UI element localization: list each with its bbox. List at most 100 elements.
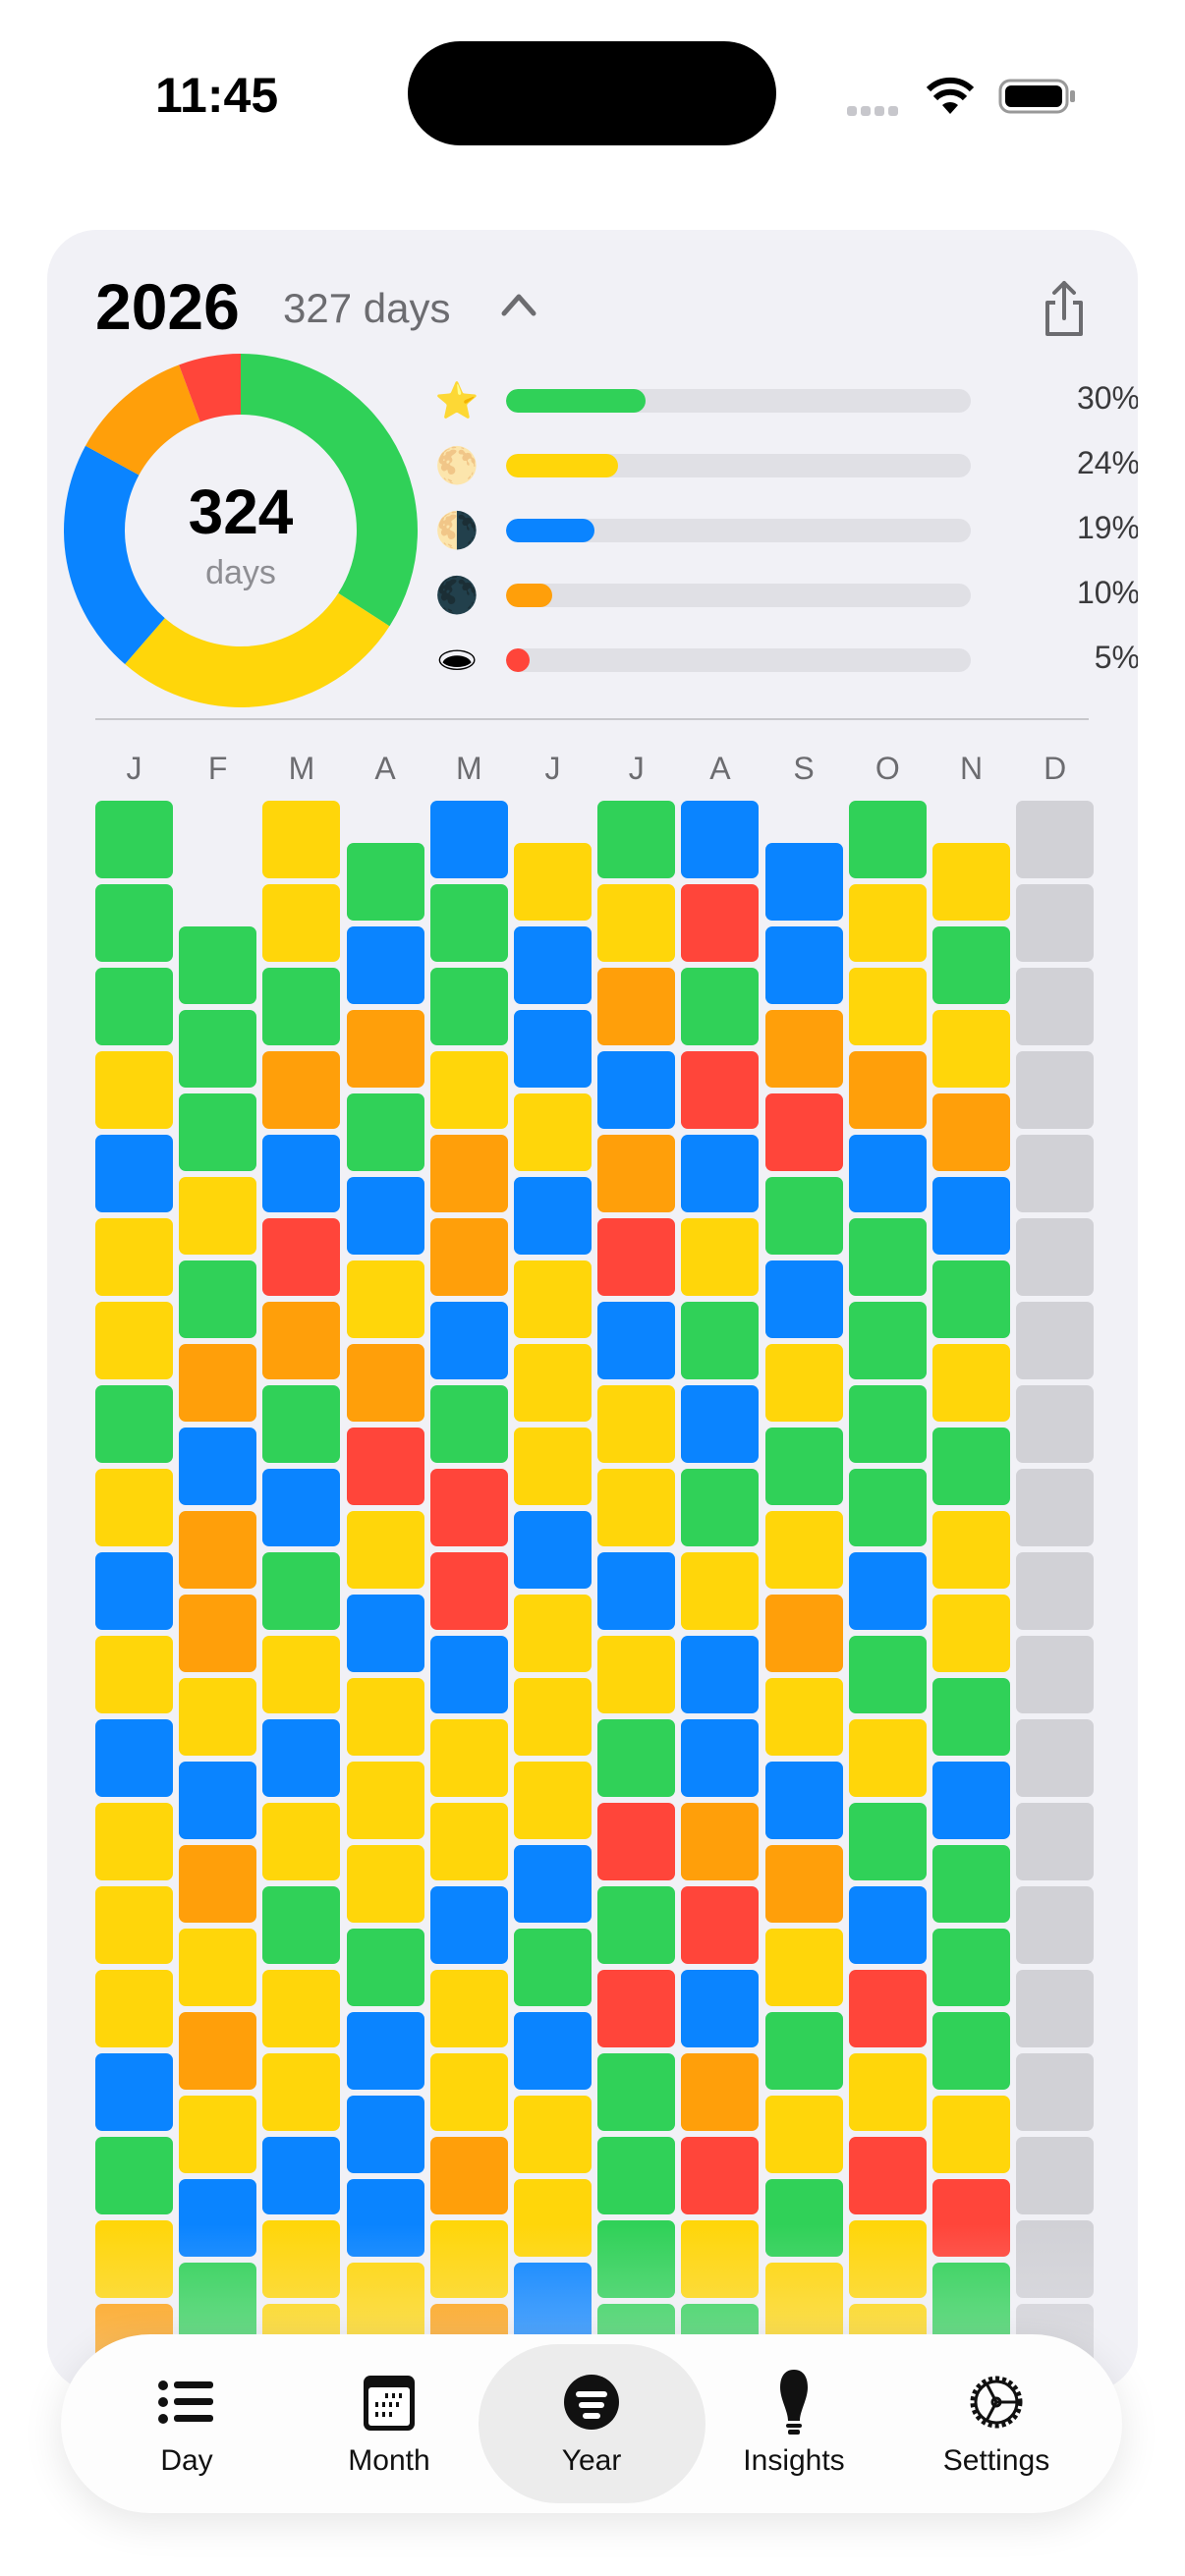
day-cell[interactable] xyxy=(179,1761,257,1839)
day-cell[interactable] xyxy=(429,1385,508,1463)
day-cell[interactable] xyxy=(597,1803,676,1880)
day-cell[interactable] xyxy=(95,2053,173,2131)
day-cell[interactable] xyxy=(1016,2053,1095,2131)
day-cell[interactable] xyxy=(597,1135,676,1212)
day-cell[interactable] xyxy=(262,1218,341,1296)
chevron-up-icon[interactable] xyxy=(499,289,538,318)
day-cell[interactable] xyxy=(597,2220,676,2298)
day-cell[interactable] xyxy=(429,968,508,1045)
day-cell[interactable] xyxy=(95,1719,173,1797)
day-cell[interactable] xyxy=(262,968,341,1045)
day-cell[interactable] xyxy=(1016,1886,1095,1964)
day-cell[interactable] xyxy=(932,1510,1010,1589)
day-cell[interactable] xyxy=(932,1928,1010,2006)
day-cell[interactable] xyxy=(764,1928,843,2006)
day-cell[interactable] xyxy=(346,1677,424,1756)
day-cell[interactable] xyxy=(764,1844,843,1923)
day-cell[interactable] xyxy=(262,1135,341,1212)
day-cell[interactable] xyxy=(932,842,1010,921)
day-cell[interactable] xyxy=(262,2220,341,2298)
day-cell[interactable] xyxy=(95,1970,173,2047)
day-cell[interactable] xyxy=(179,1844,257,1923)
day-cell[interactable] xyxy=(514,1761,592,1839)
day-cell[interactable] xyxy=(179,1510,257,1589)
day-cell[interactable] xyxy=(346,1009,424,1088)
day-cell[interactable] xyxy=(1016,1218,1095,1296)
day-cell[interactable] xyxy=(346,1844,424,1923)
day-cell[interactable] xyxy=(848,1636,927,1713)
day-cell[interactable] xyxy=(514,1594,592,1672)
day-cell[interactable] xyxy=(848,2053,927,2131)
day-cell[interactable] xyxy=(681,1051,760,1129)
day-cell[interactable] xyxy=(179,1176,257,1255)
day-cell[interactable] xyxy=(764,842,843,921)
day-cell[interactable] xyxy=(179,1928,257,2006)
day-cell[interactable] xyxy=(514,1092,592,1171)
day-cell[interactable] xyxy=(429,1803,508,1880)
day-cell[interactable] xyxy=(346,1343,424,1422)
day-cell[interactable] xyxy=(429,801,508,878)
day-cell[interactable] xyxy=(764,1092,843,1171)
day-cell[interactable] xyxy=(429,1051,508,1129)
day-cell[interactable] xyxy=(848,2220,927,2298)
day-cell[interactable] xyxy=(1016,2220,1095,2298)
day-cell[interactable] xyxy=(764,2095,843,2173)
day-cell[interactable] xyxy=(681,1719,760,1797)
day-cell[interactable] xyxy=(1016,801,1095,878)
day-cell[interactable] xyxy=(932,2095,1010,2173)
day-cell[interactable] xyxy=(429,1469,508,1546)
tab-insights[interactable]: Insights xyxy=(693,2334,895,2513)
day-cell[interactable] xyxy=(346,1928,424,2006)
day-cell[interactable] xyxy=(346,842,424,921)
day-cell[interactable] xyxy=(95,1803,173,1880)
day-cell[interactable] xyxy=(597,801,676,878)
day-cell[interactable] xyxy=(932,1343,1010,1422)
day-cell[interactable] xyxy=(514,2011,592,2090)
day-cell[interactable] xyxy=(848,1135,927,1212)
day-cell[interactable] xyxy=(262,1552,341,1630)
day-cell[interactable] xyxy=(932,1260,1010,1338)
day-cell[interactable] xyxy=(681,1218,760,1296)
tab-month[interactable]: Month xyxy=(288,2334,490,2513)
day-cell[interactable] xyxy=(179,1594,257,1672)
day-cell[interactable] xyxy=(1016,1135,1095,1212)
day-cell[interactable] xyxy=(179,1427,257,1505)
day-cell[interactable] xyxy=(848,1051,927,1129)
day-cell[interactable] xyxy=(681,2053,760,2131)
day-cell[interactable] xyxy=(429,1970,508,2047)
day-cell[interactable] xyxy=(681,2220,760,2298)
day-cell[interactable] xyxy=(346,1427,424,1505)
day-cell[interactable] xyxy=(681,1636,760,1713)
day-cell[interactable] xyxy=(932,1176,1010,1255)
day-cell[interactable] xyxy=(514,842,592,921)
day-cell[interactable] xyxy=(764,1761,843,1839)
day-cell[interactable] xyxy=(346,1594,424,1672)
day-cell[interactable] xyxy=(429,1886,508,1964)
day-cell[interactable] xyxy=(932,925,1010,1004)
day-cell[interactable] xyxy=(932,1594,1010,1672)
day-cell[interactable] xyxy=(597,1636,676,1713)
day-cell[interactable] xyxy=(429,1719,508,1797)
day-cell[interactable] xyxy=(1016,1636,1095,1713)
day-cell[interactable] xyxy=(932,1677,1010,1756)
day-cell[interactable] xyxy=(514,2095,592,2173)
day-cell[interactable] xyxy=(262,1886,341,1964)
day-cell[interactable] xyxy=(514,1427,592,1505)
day-cell[interactable] xyxy=(262,1970,341,2047)
day-cell[interactable] xyxy=(179,2262,257,2340)
day-cell[interactable] xyxy=(95,968,173,1045)
day-cell[interactable] xyxy=(262,1636,341,1713)
day-cell[interactable] xyxy=(597,1385,676,1463)
day-cell[interactable] xyxy=(597,2053,676,2131)
day-cell[interactable] xyxy=(179,1009,257,1088)
tab-day[interactable]: Day xyxy=(85,2334,288,2513)
day-cell[interactable] xyxy=(764,1260,843,1338)
day-cell[interactable] xyxy=(764,2262,843,2340)
day-cell[interactable] xyxy=(346,925,424,1004)
day-cell[interactable] xyxy=(597,968,676,1045)
day-cell[interactable] xyxy=(681,1970,760,2047)
tab-settings[interactable]: Settings xyxy=(895,2334,1098,2513)
day-cell[interactable] xyxy=(932,2178,1010,2257)
day-cell[interactable] xyxy=(1016,2137,1095,2214)
day-cell[interactable] xyxy=(848,1302,927,1379)
